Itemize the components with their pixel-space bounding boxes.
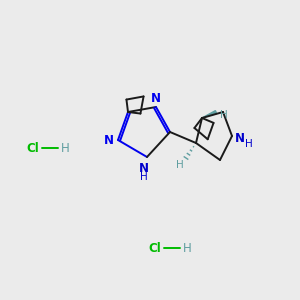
Text: N: N (151, 92, 161, 106)
Text: H: H (183, 242, 191, 254)
Text: N: N (235, 131, 245, 145)
Polygon shape (202, 111, 217, 118)
Text: N: N (139, 163, 149, 176)
Text: H: H (61, 142, 69, 154)
Text: H: H (245, 139, 253, 149)
Text: Cl: Cl (27, 142, 39, 154)
Text: N: N (104, 134, 114, 146)
Text: H: H (140, 172, 148, 182)
Text: Cl: Cl (148, 242, 161, 254)
Text: H: H (176, 160, 184, 170)
Text: H: H (220, 110, 228, 120)
